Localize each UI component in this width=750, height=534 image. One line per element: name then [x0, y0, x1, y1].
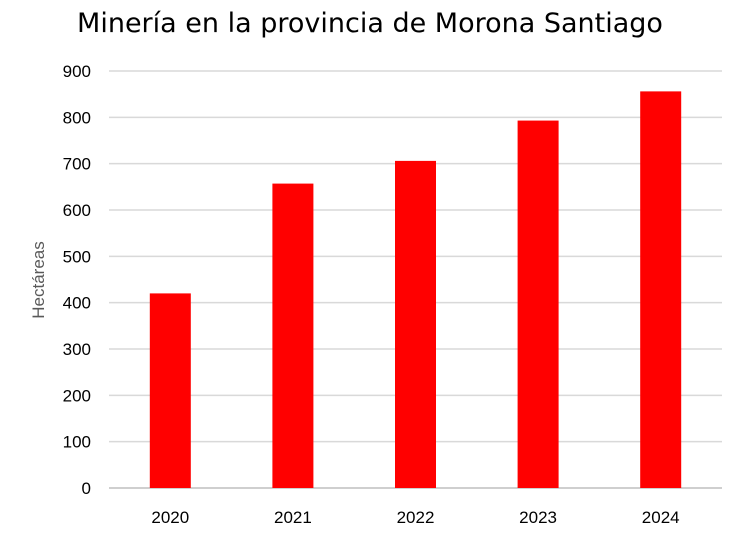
y-tick-label: 300: [63, 340, 91, 359]
y-tick-label: 600: [63, 201, 91, 220]
bar-2024: [640, 91, 682, 489]
bars: [149, 91, 682, 489]
y-tick-label: 700: [63, 155, 91, 174]
bar-2020: [149, 293, 191, 488]
chart-title: Minería en la provincia de Morona Santia…: [77, 8, 663, 39]
bar-2023: [517, 120, 559, 489]
y-tick-label: 400: [63, 294, 91, 313]
y-tick-label: 900: [63, 62, 91, 81]
y-tick-label: 200: [63, 386, 91, 405]
y-tick-label: 0: [82, 479, 91, 498]
y-axis-ticks: 0 100 200 300 400 500 600 700 800 900: [63, 62, 91, 498]
x-axis-ticks: 2020 2021 2022 2023 2024: [151, 508, 679, 527]
y-tick-label: 100: [63, 433, 91, 452]
y-tick-label: 800: [63, 108, 91, 127]
x-tick-label: 2023: [519, 508, 557, 527]
x-tick-label: 2024: [642, 508, 680, 527]
bar-2022: [395, 160, 436, 489]
bar-2021: [272, 183, 314, 488]
x-tick-label: 2021: [274, 508, 312, 527]
x-tick-label: 2020: [151, 508, 189, 527]
y-axis-label: Hectáreas: [29, 241, 48, 318]
x-tick-label: 2022: [397, 508, 435, 527]
y-tick-label: 500: [63, 247, 91, 266]
